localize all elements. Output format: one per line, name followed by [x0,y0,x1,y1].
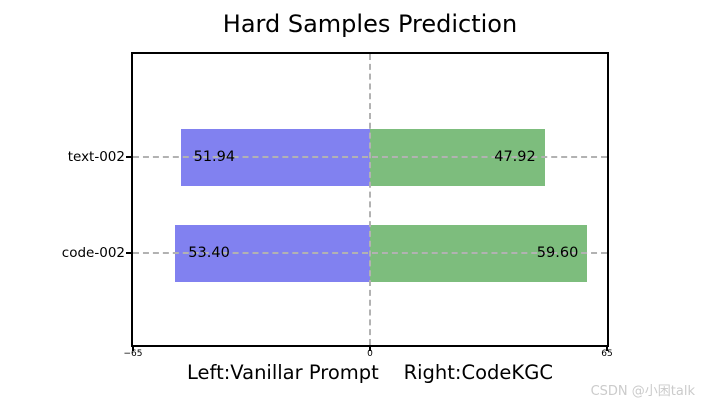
chart-title: Hard Samples Prediction [222,10,518,38]
value-label-right-text-002: 47.92 [494,149,536,165]
xtick-mark-65 [606,347,608,351]
row-gridline-text-002 [133,156,607,158]
xtick-mark-−65 [132,347,134,351]
value-label-left-text-002: 51.94 [193,149,236,165]
plot-area: 51.94 47.92 53.40 59.60 [131,52,609,347]
ytick-label-text-002: text-002 [67,149,125,165]
xtick-label-65: 65 [601,349,613,359]
value-label-left-code-002: 53.40 [188,245,230,261]
ytick-label-code-002: code-002 [61,245,125,261]
xtick-label-−65: −65 [123,349,143,359]
value-label-right-code-002: 59.60 [536,245,579,261]
xtick-mark-0 [369,347,371,351]
xtick-label-0: 0 [367,349,373,359]
watermark: CSDN @小困talk [590,384,695,399]
x-axis-label: Left:Vanillar Prompt Right:CodeKGC [187,361,553,384]
row-gridline-code-002 [133,252,607,254]
zero-dashed-line [369,54,371,345]
ytick-mark-text-002 [126,156,131,158]
ytick-mark-code-002 [126,252,131,254]
